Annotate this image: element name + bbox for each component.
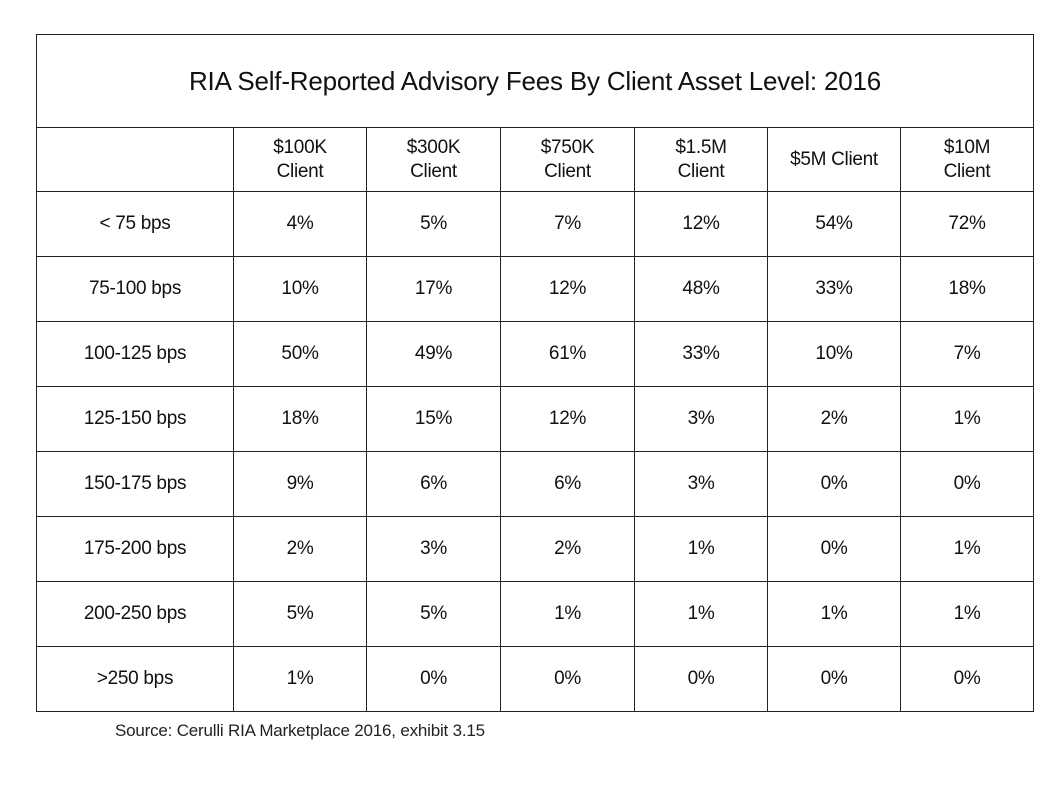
column-header-line: Client <box>276 160 324 182</box>
table-cell: 3% <box>634 451 768 517</box>
table-cell: 0% <box>366 646 501 712</box>
table-row: < 75 bps 4% 5% 7% 12% 54% 72% <box>36 191 1034 257</box>
table-cell: 5% <box>366 581 501 647</box>
table-cell: 2% <box>767 386 901 452</box>
row-label: 200-250 bps <box>36 581 234 647</box>
column-header: $750K Client <box>500 127 635 192</box>
row-label: 175-200 bps <box>36 516 234 582</box>
table-cell: 3% <box>366 516 501 582</box>
table-title: RIA Self-Reported Advisory Fees By Clien… <box>36 34 1034 128</box>
table-cell: 1% <box>500 581 635 647</box>
column-header: $10M Client <box>900 127 1034 192</box>
source-note: Source: Cerulli RIA Marketplace 2016, ex… <box>115 721 485 740</box>
table-row: 100-125 bps 50% 49% 61% 33% 10% 7% <box>36 321 1034 387</box>
table-cell: 1% <box>634 581 768 647</box>
table-cell: 54% <box>767 191 901 257</box>
table-cell: 50% <box>233 321 367 387</box>
table-row: 75-100 bps 10% 17% 12% 48% 33% 18% <box>36 256 1034 322</box>
table-cell: 9% <box>233 451 367 517</box>
table-row: 175-200 bps 2% 3% 2% 1% 0% 1% <box>36 516 1034 582</box>
header-corner <box>36 127 234 192</box>
column-header-line: Client <box>410 160 457 182</box>
table-cell: 33% <box>634 321 768 387</box>
row-label: 100-125 bps <box>36 321 234 387</box>
row-label: 75-100 bps <box>36 256 234 322</box>
header-row: $100K Client $300K Client $750K Client $1.5M Cl… <box>36 127 1034 192</box>
column-header-line: $10M <box>943 136 991 158</box>
table-cell: 0% <box>767 451 901 517</box>
table-cell: 72% <box>900 191 1034 257</box>
row-label: 150-175 bps <box>36 451 234 517</box>
fee-table: RIA Self-Reported Advisory Fees By Clien… <box>36 34 1034 712</box>
table-cell: 1% <box>233 646 367 712</box>
column-header-line: $5M Client <box>790 148 878 170</box>
table-cell: 0% <box>767 516 901 582</box>
table-cell: 2% <box>233 516 367 582</box>
column-header: $300K Client <box>366 127 501 192</box>
table-cell: 18% <box>233 386 367 452</box>
table-cell: 61% <box>500 321 635 387</box>
table-cell: 4% <box>233 191 367 257</box>
table-cell: 49% <box>366 321 501 387</box>
table-cell: 2% <box>500 516 635 582</box>
column-header-line: $1.5M <box>675 136 727 158</box>
table-cell: 1% <box>634 516 768 582</box>
table-cell: 15% <box>366 386 501 452</box>
column-header-line: Client <box>677 160 725 182</box>
table-cell: 33% <box>767 256 901 322</box>
column-header-line: Client <box>544 160 591 182</box>
table-row: 200-250 bps 5% 5% 1% 1% 1% 1% <box>36 581 1034 647</box>
table-cell: 48% <box>634 256 768 322</box>
column-header-line: Client <box>943 160 991 182</box>
table-cell: 12% <box>500 256 635 322</box>
column-header-line: $300K <box>406 136 461 158</box>
table-cell: 5% <box>233 581 367 647</box>
table-row: 150-175 bps 9% 6% 6% 3% 0% 0% <box>36 451 1034 517</box>
table-cell: 0% <box>634 646 768 712</box>
column-header: $1.5M Client <box>634 127 768 192</box>
table-cell: 5% <box>366 191 501 257</box>
table-row: 125-150 bps 18% 15% 12% 3% 2% 1% <box>36 386 1034 452</box>
table-cell: 0% <box>900 646 1034 712</box>
table-cell: 7% <box>500 191 635 257</box>
row-label: < 75 bps <box>36 191 234 257</box>
table-cell: 0% <box>500 646 635 712</box>
table-cell: 18% <box>900 256 1034 322</box>
row-label: >250 bps <box>36 646 234 712</box>
table-cell: 1% <box>900 516 1034 582</box>
table-row: >250 bps 1% 0% 0% 0% 0% 0% <box>36 646 1034 712</box>
table-cell: 1% <box>900 581 1034 647</box>
column-header: $5M Client <box>767 127 901 192</box>
table-cell: 3% <box>634 386 768 452</box>
table-cell: 0% <box>900 451 1034 517</box>
table-cell: 10% <box>767 321 901 387</box>
table-cell: 6% <box>366 451 501 517</box>
column-header-line: $100K <box>273 136 327 158</box>
table-cell: 1% <box>767 581 901 647</box>
table-cell: 10% <box>233 256 367 322</box>
table-cell: 1% <box>900 386 1034 452</box>
row-label: 125-150 bps <box>36 386 234 452</box>
table-cell: 7% <box>900 321 1034 387</box>
table-cell: 0% <box>767 646 901 712</box>
table-cell: 17% <box>366 256 501 322</box>
column-header-line: $750K <box>540 136 595 158</box>
table-cell: 12% <box>500 386 635 452</box>
table-cell: 6% <box>500 451 635 517</box>
table-cell: 12% <box>634 191 768 257</box>
column-header: $100K Client <box>233 127 367 192</box>
